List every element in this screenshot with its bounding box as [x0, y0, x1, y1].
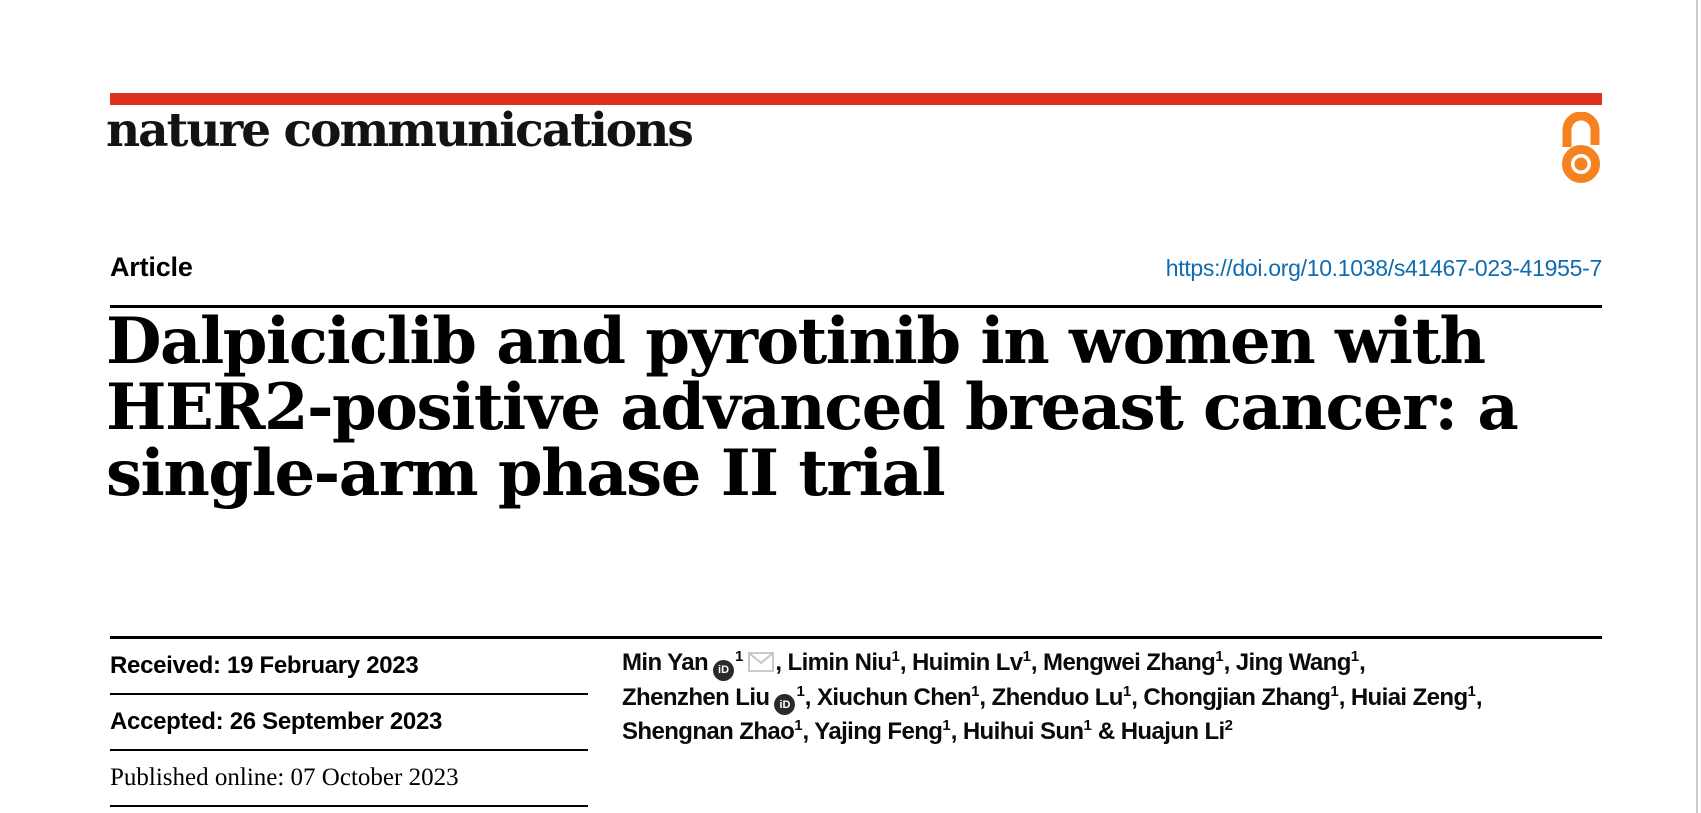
author-name: Mengwei Zhang [1043, 649, 1216, 676]
affiliation-superscript: 1 [942, 717, 951, 734]
article-type-label: Article [110, 252, 193, 282]
header-divider-rule [110, 305, 1602, 308]
email-icon[interactable] [748, 652, 775, 672]
author-separator: & [1091, 718, 1121, 745]
author-name: Jing Wang [1235, 649, 1352, 676]
author-separator: , [1359, 649, 1366, 676]
affiliation-superscript: 1 [891, 648, 900, 665]
author-list: Min Yan iD1, Limin Niu1, Huimin Lv1, Meng… [622, 646, 1572, 749]
affiliation-superscript: 1 [796, 682, 805, 700]
author-name: Min Yan [622, 649, 709, 676]
affiliation-superscript: 1 [735, 648, 744, 665]
author-separator: , [1223, 649, 1236, 676]
author-separator: , [950, 718, 963, 745]
metadata-top-rule [110, 636, 1602, 639]
masthead-rule [110, 93, 1602, 105]
journal-logo: nature communications [106, 103, 694, 158]
author-separator: , [1030, 649, 1044, 676]
dates-panel: Received: 19 February 2023 Accepted: 26 S… [110, 639, 588, 807]
article-header-row: Article https://doi.org/10.1038/s41467-0… [110, 252, 1602, 283]
author-name: Huimin Lv [911, 649, 1023, 676]
affiliation-superscript: 1 [1215, 648, 1224, 665]
page-edge-line [1696, 0, 1698, 813]
affiliation-superscript: 1 [971, 682, 980, 700]
author-name: Huiai Zeng [1350, 683, 1468, 711]
article-title-line: single-arm phase II trial [106, 436, 946, 511]
author-name: Shengnan Zhao [622, 718, 795, 745]
affiliation-superscript: 2 [1224, 717, 1233, 734]
orcid-icon[interactable]: iD [713, 659, 735, 681]
author-separator: , [899, 649, 912, 676]
author-name: Huajun Li [1120, 718, 1226, 745]
orcid-icon[interactable]: iD [774, 694, 796, 715]
author-name: Yajing Feng [814, 718, 943, 745]
author-separator: , [804, 683, 817, 711]
affiliation-superscript: 1 [1330, 682, 1339, 700]
author-separator: , [979, 683, 992, 711]
date-row-received: Received: 19 February 2023 [110, 639, 588, 695]
article-title-line: Dalpiciclib and pyrotinib in women with [106, 304, 1486, 379]
author-line: Shengnan Zhao1, Yajing Feng1, Huihui Sun… [622, 715, 1572, 749]
date-row-published: Published online: 07 October 2023 [110, 751, 588, 807]
affiliation-superscript: 1 [1022, 648, 1031, 665]
author-separator: , [1475, 683, 1483, 711]
author-name: Zhenzhen Liu [622, 683, 770, 711]
author-line: Min Yan iD1, Limin Niu1, Huimin Lv1, Meng… [622, 646, 1572, 681]
author-name: Huihui Sun [962, 718, 1084, 745]
author-separator: , [775, 649, 788, 676]
author-line: Zhenzhen Liu iD1, Xiuchun Chen1, Zhenduo … [622, 681, 1572, 715]
affiliation-superscript: 1 [1467, 682, 1476, 700]
article-title-line: HER2-positive advanced breast cancer: a [106, 370, 1519, 445]
affiliation-superscript: 1 [1083, 717, 1092, 734]
affiliation-superscript: 1 [1350, 648, 1360, 665]
author-name: Limin Niu [787, 649, 893, 676]
author-separator: , [802, 718, 815, 745]
article-title: Dalpiciclib and pyrotinib in women with H… [106, 309, 1626, 507]
affiliation-superscript: 1 [1122, 682, 1132, 700]
author-name: Chongjian Zhang [1143, 683, 1331, 711]
affiliation-superscript: 1 [794, 717, 803, 734]
open-access-icon [1562, 112, 1600, 183]
author-separator: , [1131, 683, 1144, 711]
author-name: Xiuchun Chen [816, 683, 972, 711]
author-name: Zhenduo Lu [991, 683, 1124, 711]
author-separator: , [1338, 683, 1351, 711]
date-row-accepted: Accepted: 26 September 2023 [110, 695, 588, 751]
doi-link[interactable]: https://doi.org/10.1038/s41467-023-41955… [1165, 255, 1603, 281]
